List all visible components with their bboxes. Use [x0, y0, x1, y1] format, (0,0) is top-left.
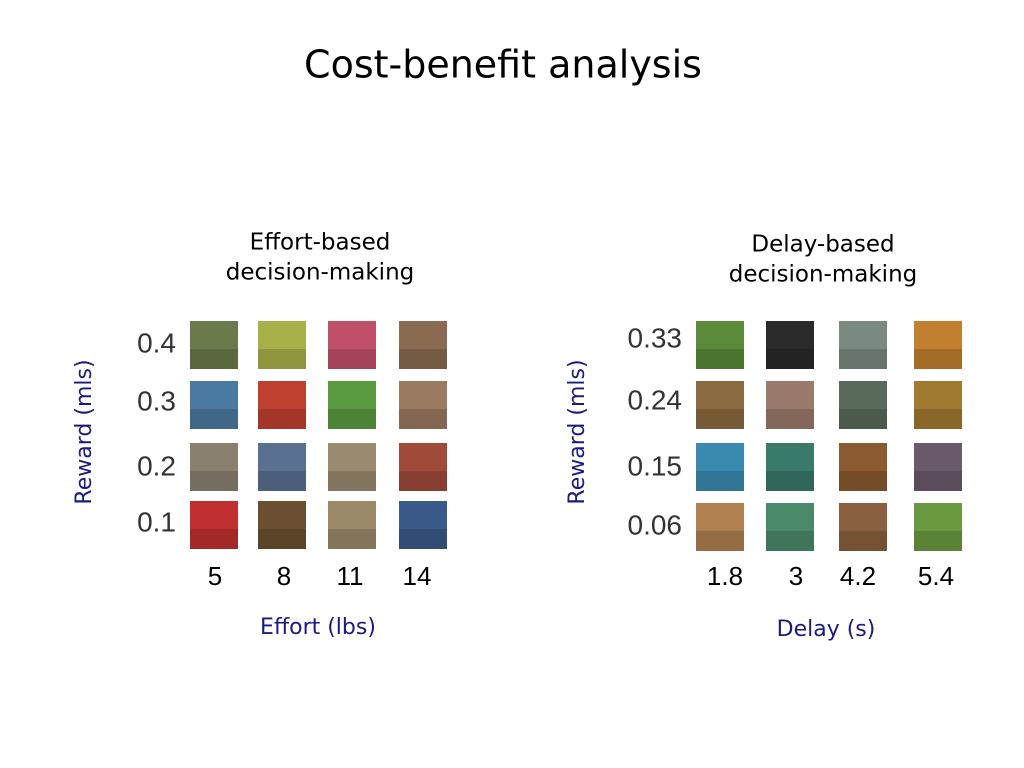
y-axis-label: Reward (mls): [565, 359, 590, 504]
photo-detail: [766, 531, 814, 551]
photo-detail: [258, 529, 306, 549]
column-label: 8: [277, 561, 291, 591]
photo-tile: [696, 381, 744, 429]
photo-detail: [914, 471, 962, 491]
photo-detail: [839, 531, 887, 551]
column-label: 5.4: [918, 561, 954, 591]
photo-detail: [190, 471, 238, 491]
photo-tile: [399, 443, 447, 491]
photo-detail: [399, 529, 447, 549]
row-label: 0.4: [137, 327, 176, 358]
row-label: 0.06: [628, 509, 683, 540]
photo-detail: [328, 349, 376, 369]
photo-detail: [399, 409, 447, 429]
row-label: 0.2: [137, 450, 176, 481]
photo-detail: [399, 471, 447, 491]
photo-tile: [328, 501, 376, 549]
panel-title: Effort-based: [250, 230, 391, 256]
photo-detail: [766, 471, 814, 491]
panel-title: decision-making: [226, 260, 415, 286]
photo-tile: [766, 321, 814, 369]
photo-tile: [766, 503, 814, 551]
photo-tile: [190, 501, 238, 549]
photo-detail: [258, 349, 306, 369]
photo-detail: [258, 471, 306, 491]
column-label: 4.2: [840, 561, 876, 591]
column-label: 14: [403, 561, 432, 591]
photo-tile: [190, 321, 238, 369]
photo-tile: [399, 381, 447, 429]
x-axis-label: Delay (s): [777, 617, 876, 642]
photo-tile: [328, 381, 376, 429]
photo-tile: [914, 443, 962, 491]
photo-tile: [839, 321, 887, 369]
photo-detail: [696, 471, 744, 491]
photo-tile: [839, 443, 887, 491]
photo-detail: [190, 349, 238, 369]
photo-detail: [399, 349, 447, 369]
photo-tile: [399, 321, 447, 369]
y-axis-label: Reward (mls): [72, 359, 97, 504]
photo-tile: [914, 321, 962, 369]
photo-detail: [914, 531, 962, 551]
photo-detail: [839, 409, 887, 429]
photo-detail: [190, 409, 238, 429]
photo-tile: [190, 381, 238, 429]
photo-tile: [839, 503, 887, 551]
row-label: 0.24: [628, 384, 683, 415]
photo-detail: [839, 349, 887, 369]
photo-detail: [766, 409, 814, 429]
photo-detail: [914, 409, 962, 429]
photo-detail: [696, 409, 744, 429]
photo-detail: [190, 529, 238, 549]
row-label: 0.33: [628, 322, 683, 353]
photo-tile: [766, 381, 814, 429]
photo-tile: [696, 503, 744, 551]
photo-detail: [914, 349, 962, 369]
column-label: 5: [208, 561, 222, 591]
photo-tile: [328, 443, 376, 491]
photo-detail: [696, 349, 744, 369]
panel-title: decision-making: [729, 262, 918, 288]
photo-tile: [914, 503, 962, 551]
photo-tile: [914, 381, 962, 429]
column-label: 3: [789, 561, 803, 591]
photo-detail: [839, 471, 887, 491]
photo-tile: [399, 501, 447, 549]
photo-detail: [328, 409, 376, 429]
photo-detail: [696, 531, 744, 551]
photo-tile: [258, 501, 306, 549]
photo-tile: [766, 443, 814, 491]
column-label: 1.8: [707, 561, 743, 591]
slide-title: Cost-benefit analysis: [304, 43, 702, 87]
row-label: 0.15: [628, 450, 683, 481]
row-label: 0.3: [137, 385, 176, 416]
x-axis-label: Effort (lbs): [260, 615, 376, 640]
panel-title: Delay-based: [751, 232, 894, 258]
photo-tile: [258, 321, 306, 369]
photo-detail: [328, 471, 376, 491]
photo-detail: [328, 529, 376, 549]
column-label: 11: [337, 561, 364, 591]
photo-tile: [258, 381, 306, 429]
photo-tile: [258, 443, 306, 491]
photo-detail: [766, 349, 814, 369]
photo-tile: [328, 321, 376, 369]
photo-detail: [258, 409, 306, 429]
photo-tile: [696, 443, 744, 491]
photo-tile: [839, 381, 887, 429]
photo-tile: [190, 443, 238, 491]
row-label: 0.1: [137, 506, 176, 537]
photo-tile: [696, 321, 744, 369]
